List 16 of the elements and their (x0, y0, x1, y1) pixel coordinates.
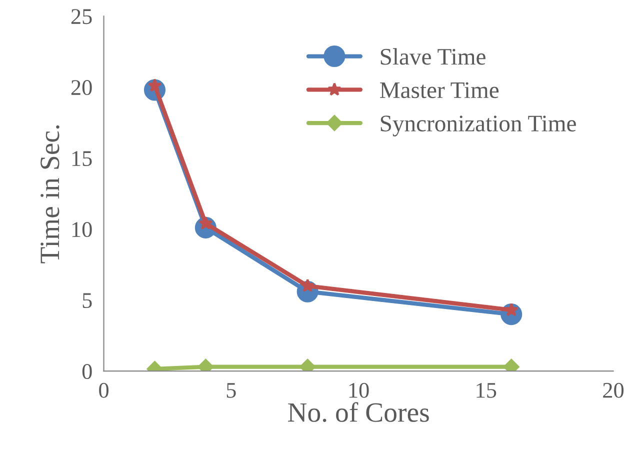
y-tick-label: 20 (71, 80, 92, 96)
legend-label: Slave Time (380, 48, 486, 65)
x-tick-label: 0 (99, 382, 108, 398)
x-tick-label: 5 (226, 383, 236, 398)
legend-label: Syncronization Time (380, 116, 576, 136)
y-tick-label: 25 (71, 9, 92, 24)
y-tick-label: 15 (72, 151, 92, 166)
y-tick-label: 5 (82, 293, 92, 308)
x-axis-title: No. of Cores (288, 402, 429, 422)
x-tick-label: 15 (476, 382, 496, 398)
x-tick-label: 20 (603, 382, 624, 398)
y-axis-title: Time in Sec. (40, 125, 60, 264)
y-tick-label: 10 (72, 222, 92, 238)
x-tick-label: 10 (349, 382, 369, 398)
y-tick-label: 0 (82, 364, 92, 380)
legend-label: Master Time (380, 82, 499, 98)
